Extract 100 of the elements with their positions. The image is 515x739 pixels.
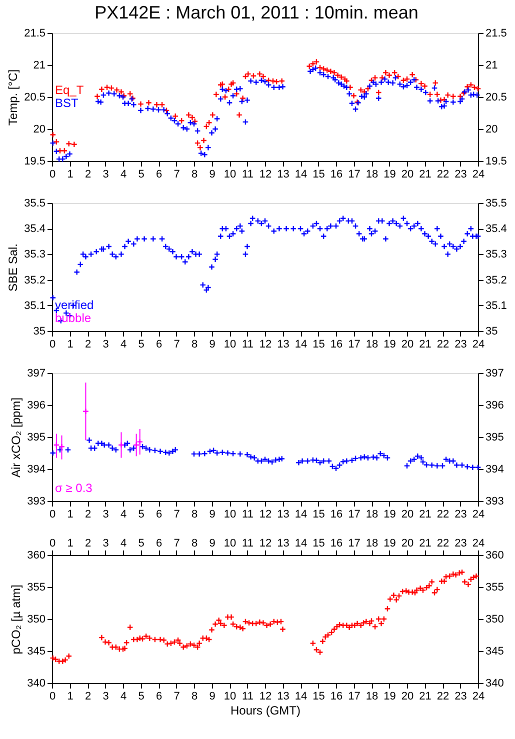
x-tick-label: 3 [102, 338, 109, 350]
x-tick-label: 11 [242, 538, 254, 550]
x-tick-label: 12 [259, 338, 272, 350]
y-tick-label: 35 [33, 326, 46, 338]
y2-tick-label: 394 [486, 464, 504, 476]
x-tick-label: 18 [366, 538, 378, 550]
x-tick-label: 6 [156, 338, 162, 350]
x-tick-label: 24 [472, 168, 485, 180]
point [118, 442, 124, 448]
y-tick-label: 393 [27, 496, 46, 508]
x-tick-label: 4 [120, 338, 127, 350]
x-tick-label: 0 [49, 538, 56, 550]
y2-tick-label: 360 [486, 550, 504, 562]
y-axis-title: Air xCO₂ [ppm] [9, 397, 24, 478]
x2-tick-label: 13 [277, 690, 290, 702]
x-tick-label: 15 [312, 538, 325, 550]
x-tick-label: 12 [259, 168, 272, 180]
x2-tick-label: 1 [67, 690, 74, 702]
x-tick-label: 11 [242, 508, 254, 520]
x-tick-label: 1 [67, 508, 74, 520]
x-tick-label: 1 [67, 338, 74, 350]
x-tick-label: 11 [242, 338, 254, 350]
x-tick-label: 16 [330, 508, 343, 520]
x-tick-label: 18 [366, 508, 378, 520]
x2-tick-label: 18 [366, 690, 378, 702]
x-tick-label: 24 [472, 508, 485, 520]
y-tick-label: 35.2 [24, 274, 46, 286]
y-tick-label: 20 [33, 124, 46, 136]
y-tick-label: 350 [27, 614, 46, 626]
x-tick-label: 5 [138, 508, 144, 520]
series-label: BST [55, 96, 80, 110]
y2-tick-label: 21 [486, 60, 498, 72]
x-tick-label: 16 [330, 168, 343, 180]
y-tick-label: 345 [27, 646, 46, 658]
chart-title: PX142E : March 01, 2011 : 10min. mean [94, 2, 418, 22]
x-tick-label: 17 [348, 538, 360, 550]
y-tick-label: 35.1 [24, 300, 46, 312]
x-tick-label: 17 [348, 168, 360, 180]
x-tick-label: 16 [330, 338, 343, 350]
x-tick-label: 24 [472, 338, 485, 350]
x-tick-label: 9 [209, 538, 216, 550]
x-tick-label: 9 [209, 168, 216, 180]
point [82, 408, 89, 415]
x-tick-label: 7 [174, 338, 180, 350]
y-tick-label: 394 [27, 464, 46, 476]
y2-tick-label: 35.2 [486, 274, 507, 286]
x2-tick-label: 8 [191, 690, 198, 702]
x-tick-label: 8 [191, 538, 198, 550]
y2-tick-label: 340 [486, 678, 504, 690]
y2-tick-label: 397 [486, 368, 504, 380]
y-tick-label: 360 [27, 550, 46, 562]
x-tick-label: 7 [174, 508, 180, 520]
x-tick-label: 7 [174, 168, 180, 180]
y-tick-label: 35.3 [24, 248, 46, 261]
y-tick-label: 19.5 [24, 156, 46, 168]
y2-tick-label: 395 [486, 432, 504, 444]
x-tick-label: 21 [419, 168, 432, 180]
y2-tick-label: 35.4 [486, 223, 507, 236]
y-tick-label: 21.5 [24, 28, 46, 40]
x-tick-label: 16 [330, 538, 343, 550]
x-tick-label: 5 [138, 538, 144, 550]
x-tick-label: 19 [384, 508, 396, 520]
x-tick-label: 14 [294, 338, 308, 350]
x2-tick-label: 5 [138, 690, 144, 702]
x-tick-label: 4 [120, 508, 127, 520]
y-tick-label: 20.5 [24, 92, 46, 104]
y-tick-label: 35.4 [24, 223, 46, 236]
y2-tick-label: 35.3 [486, 248, 507, 261]
x-tick-label: 0 [49, 338, 56, 350]
x-tick-label: 4 [120, 168, 127, 180]
x-tick-label: 20 [401, 338, 414, 350]
x-tick-label: 15 [312, 338, 325, 350]
y-tick-label: 21 [33, 60, 46, 72]
y-axis-title: Temp. [°C] [6, 69, 20, 126]
x-tick-label: 23 [454, 338, 467, 350]
x2-tick-label: 11 [242, 690, 254, 702]
x-tick-label: 1 [67, 538, 74, 550]
y2-tick-label: 20.5 [486, 92, 507, 104]
x-tick-label: 10 [224, 508, 236, 520]
x-tick-label: 8 [191, 168, 198, 180]
x-tick-label: 2 [84, 168, 92, 180]
x-tick-label: 20 [401, 508, 414, 520]
x2-tick-label: 15 [312, 690, 325, 702]
x-tick-label: 22 [436, 168, 450, 180]
x-tick-label: 13 [277, 508, 290, 520]
x-tick-label: 6 [156, 508, 162, 520]
x-tick-label: 10 [224, 338, 236, 350]
text: σ ≥ 0.3 [55, 481, 93, 495]
x2-tick-label: 22 [436, 690, 450, 702]
x-tick-label: 1 [67, 168, 74, 180]
y-tick-label: 395 [27, 432, 46, 444]
x2-tick-label: 19 [384, 690, 396, 702]
x-tick-label: 6 [156, 538, 162, 550]
x-tick-label: 17 [348, 338, 360, 350]
x2-tick-label: 14 [294, 690, 308, 702]
x-tick-label: 20 [401, 168, 414, 180]
x-tick-label: 12 [259, 508, 272, 520]
series-label: Eq_T [55, 83, 84, 97]
x-tick-label: 21 [419, 338, 432, 350]
point [136, 438, 144, 446]
